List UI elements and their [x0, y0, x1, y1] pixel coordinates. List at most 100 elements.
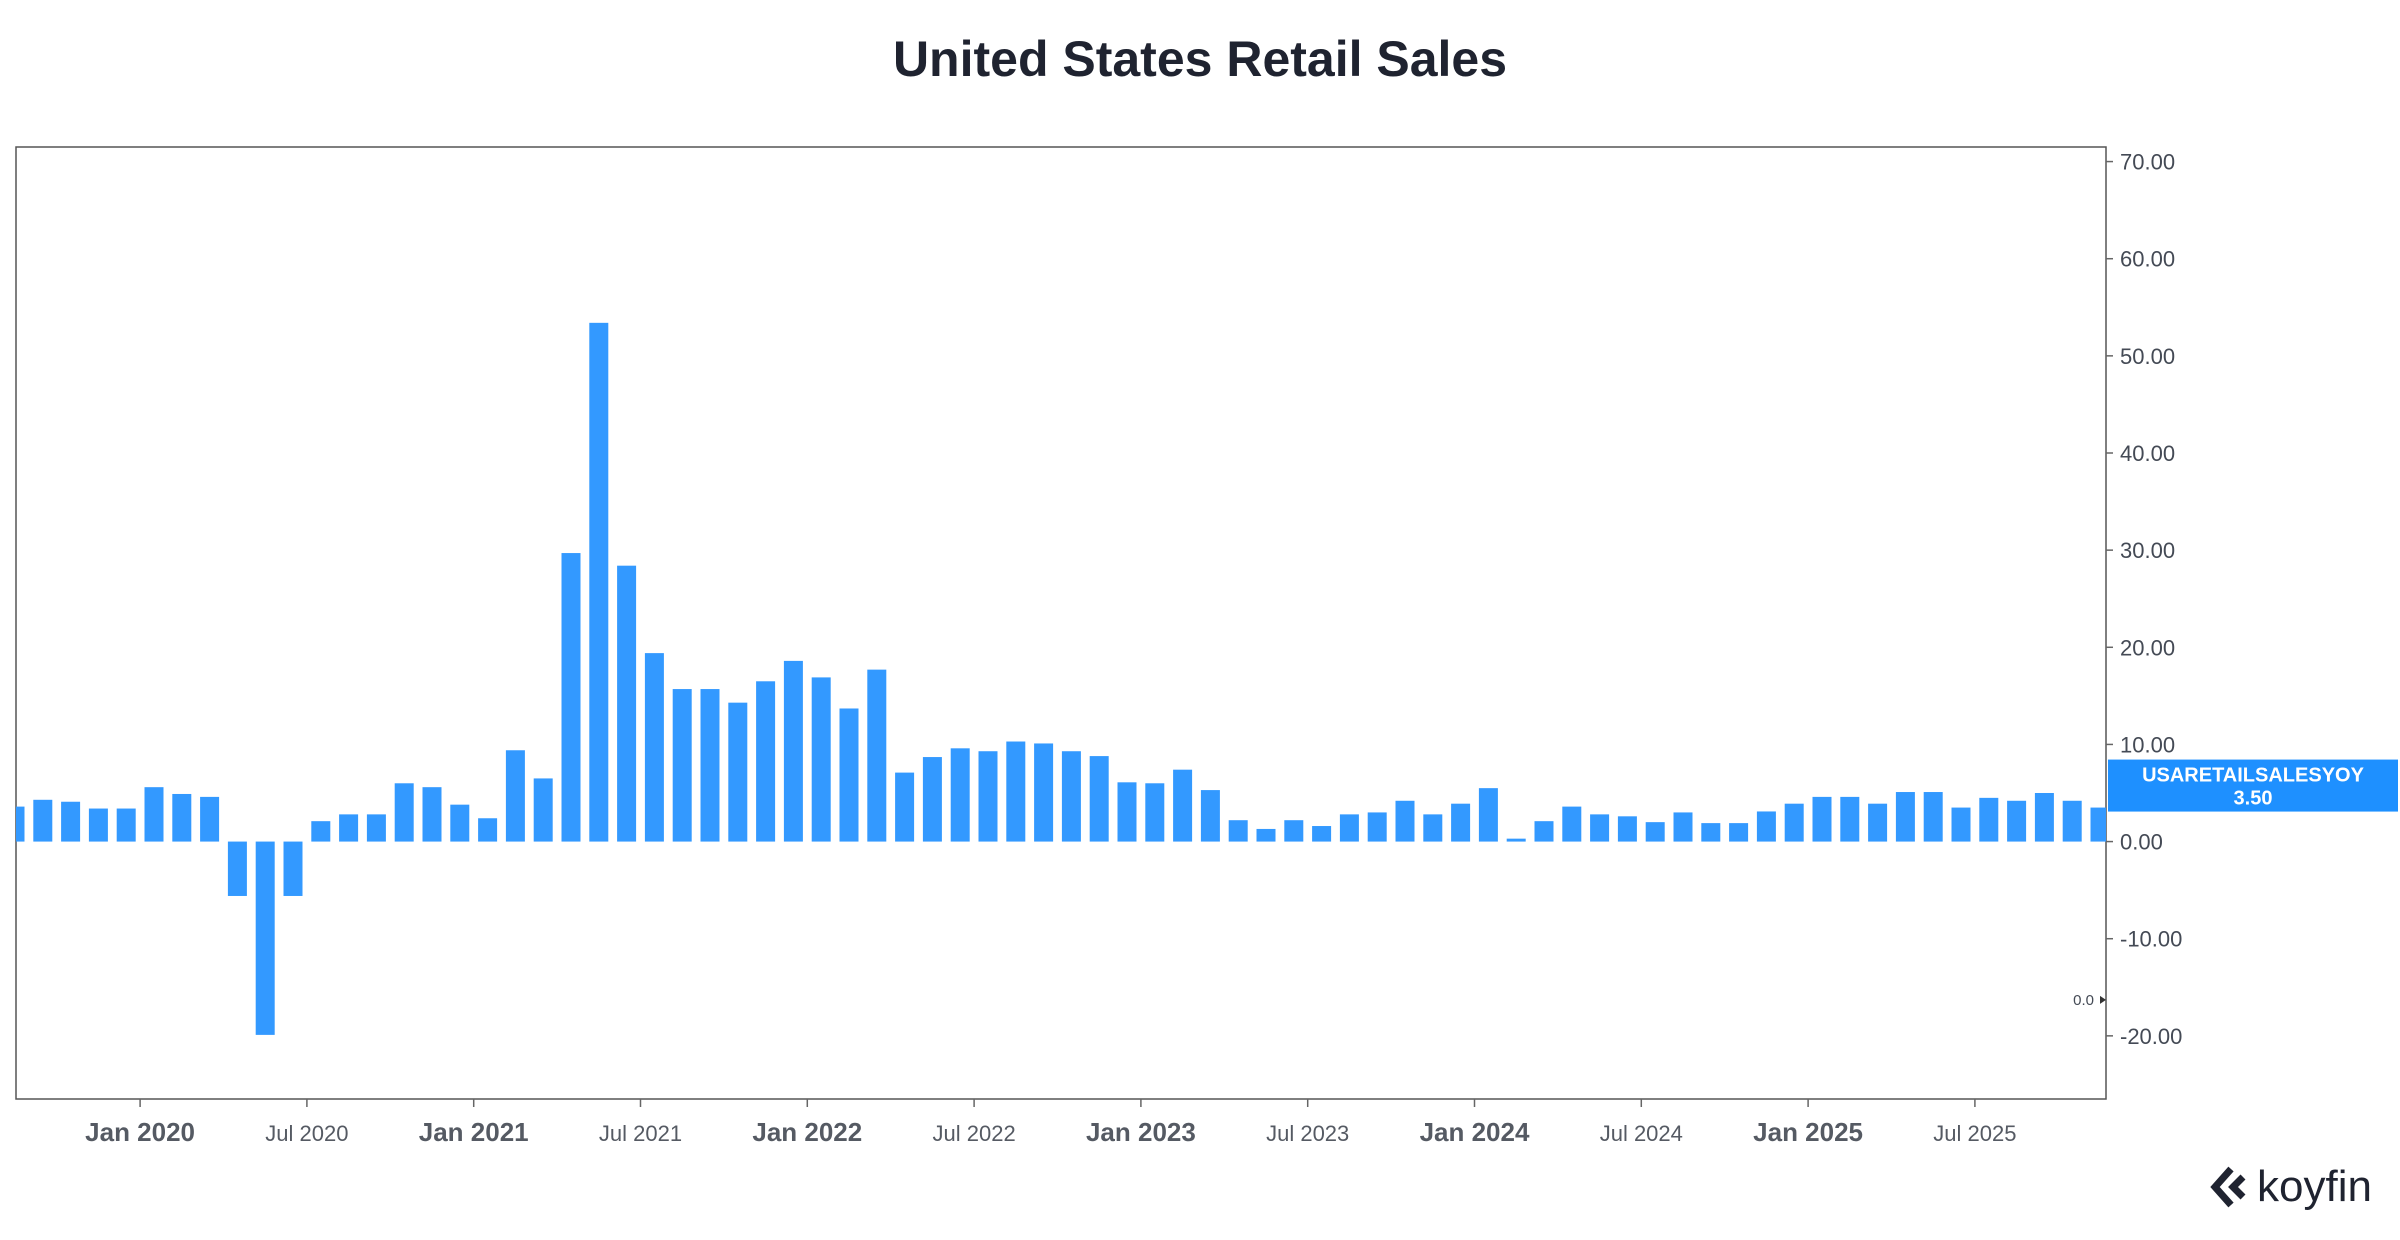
bar-feb-2022 [839, 708, 859, 842]
bar-aug-2022 [1006, 741, 1026, 842]
y-axis: 70.00 60.00 50.00 40.00 30.00 20.00 10.00 0.00 -… [2073, 150, 2182, 1049]
bar-aug-2024 [1673, 812, 1693, 842]
x-tick-label: Jul 2023 [1266, 1121, 1349, 1146]
bar-sep-2022 [1034, 743, 1054, 842]
x-axis: Jan 2020 Jul 2020 Jan 2021 Jul 2021 Jan 2022… [85, 1099, 2016, 1147]
last-value-box [2108, 759, 2398, 812]
bar-layer [16, 322, 2106, 1035]
bar-jul-2022 [978, 751, 998, 842]
bar-feb-2023 [1173, 769, 1193, 842]
bar-jul-2021 [644, 653, 664, 842]
y-tick-label: 70.00 [2120, 150, 2175, 175]
last-value-text: 3.50 [2234, 788, 2273, 810]
bar-dec-2022 [1117, 782, 1137, 842]
bar-apr-2025 [1895, 792, 1915, 842]
bar-apr-2021 [561, 553, 581, 842]
bar-nov-2024 [1756, 811, 1776, 842]
y-tick-label: 60.00 [2120, 247, 2175, 272]
bar-jan-2024 [1478, 788, 1498, 842]
x-tick-label: Jan 2023 [1086, 1117, 1196, 1147]
bar-jan-2025 [1812, 796, 1832, 842]
bar-oct-2024 [1729, 823, 1749, 842]
bar-sep-2025 [2034, 793, 2054, 842]
bar-mar-2023 [1200, 790, 1220, 842]
bar-jul-2025 [1979, 797, 1999, 842]
bar-mar-2020 [200, 796, 220, 842]
bar-sep-2021 [700, 689, 720, 842]
plot-frame [15, 146, 2107, 1100]
y-tick-label: 50.00 [2120, 344, 2175, 369]
bar-sep-2023 [1367, 812, 1387, 842]
bar-may-2025 [1923, 792, 1943, 842]
bar-jun-2022 [950, 748, 970, 842]
bar-jan-2020 [144, 787, 164, 842]
bar-nov-2022 [1089, 756, 1109, 842]
bar-feb-2021 [505, 750, 525, 842]
x-tick-label: Jul 2024 [1600, 1121, 1683, 1146]
bar-nov-2025 [2090, 807, 2106, 842]
x-tick-label: Jul 2025 [1933, 1121, 2016, 1146]
y-tick-label: -20.00 [2120, 1024, 2182, 1049]
bar-jun-2025 [1951, 807, 1971, 842]
bar-nov-2023 [1423, 814, 1443, 842]
bar-mar-2025 [1868, 803, 1888, 842]
bar-may-2021 [589, 322, 609, 842]
bar-nov-2021 [756, 681, 776, 842]
bar-may-2022 [922, 757, 942, 842]
x-tick-label: Jul 2021 [599, 1121, 682, 1146]
y-tick-label: 40.00 [2120, 441, 2175, 466]
bar-oct-2019 [61, 801, 81, 842]
koyfin-logo-icon [2210, 1166, 2246, 1208]
plot-border [15, 146, 2107, 1100]
bar-nov-2020 [422, 787, 442, 842]
bar-dec-2024 [1784, 803, 1804, 842]
bar-feb-2024 [1506, 838, 1526, 842]
bar-may-2020 [255, 841, 275, 1035]
x-tick-label: Jul 2022 [933, 1121, 1016, 1146]
bar-aug-2021 [672, 689, 692, 842]
y-tick-label: -10.00 [2120, 927, 2182, 952]
bar-feb-2025 [1840, 796, 1860, 842]
x-tick-label: Jul 2020 [265, 1121, 348, 1146]
bar-nov-2019 [88, 808, 108, 842]
bar-jan-2023 [1145, 783, 1165, 842]
bar-sep-2019 [33, 799, 53, 842]
bar-jul-2020 [311, 821, 331, 842]
bar-aug-2025 [2007, 800, 2027, 842]
bar-dec-2019 [116, 808, 136, 842]
bar-mar-2024 [1534, 821, 1554, 842]
y-tick-label: 30.00 [2120, 538, 2175, 563]
bar-jul-2023 [1312, 826, 1332, 842]
y-tick-label: 20.00 [2120, 635, 2175, 660]
y-tick-label: 10.00 [2120, 732, 2175, 757]
x-tick-label: Jan 2025 [1753, 1117, 1863, 1147]
x-tick-label: Jan 2022 [752, 1117, 862, 1147]
bar-oct-2023 [1395, 800, 1415, 842]
bar-dec-2021 [783, 660, 803, 842]
bar-apr-2024 [1562, 806, 1582, 842]
bar-jun-2020 [283, 841, 303, 896]
bar-oct-2022 [1061, 751, 1081, 842]
bar-aug-2019 [16, 806, 25, 842]
bar-jan-2021 [478, 818, 498, 842]
x-tick-label: Jan 2021 [419, 1117, 529, 1147]
bar-oct-2021 [728, 702, 748, 842]
bar-may-2023 [1256, 828, 1276, 842]
brand-name: koyfin [2257, 1162, 2372, 1211]
bar-dec-2023 [1451, 803, 1471, 842]
bar-aug-2023 [1339, 814, 1359, 842]
bar-jun-2023 [1284, 820, 1304, 842]
bar-jun-2024 [1617, 816, 1637, 842]
bar-apr-2022 [895, 772, 915, 842]
bar-jun-2021 [617, 565, 637, 842]
bar-oct-2020 [394, 783, 414, 842]
bar-sep-2020 [366, 814, 386, 842]
zero-marker-label: 0.0 [2073, 992, 2094, 1009]
bar-may-2024 [1590, 814, 1610, 842]
series-name-label: USARETAILSALESYOY [2142, 765, 2365, 787]
bar-sep-2024 [1701, 823, 1721, 842]
x-tick-label: Jan 2020 [85, 1117, 195, 1147]
zero-marker-arrow [2100, 995, 2106, 1004]
